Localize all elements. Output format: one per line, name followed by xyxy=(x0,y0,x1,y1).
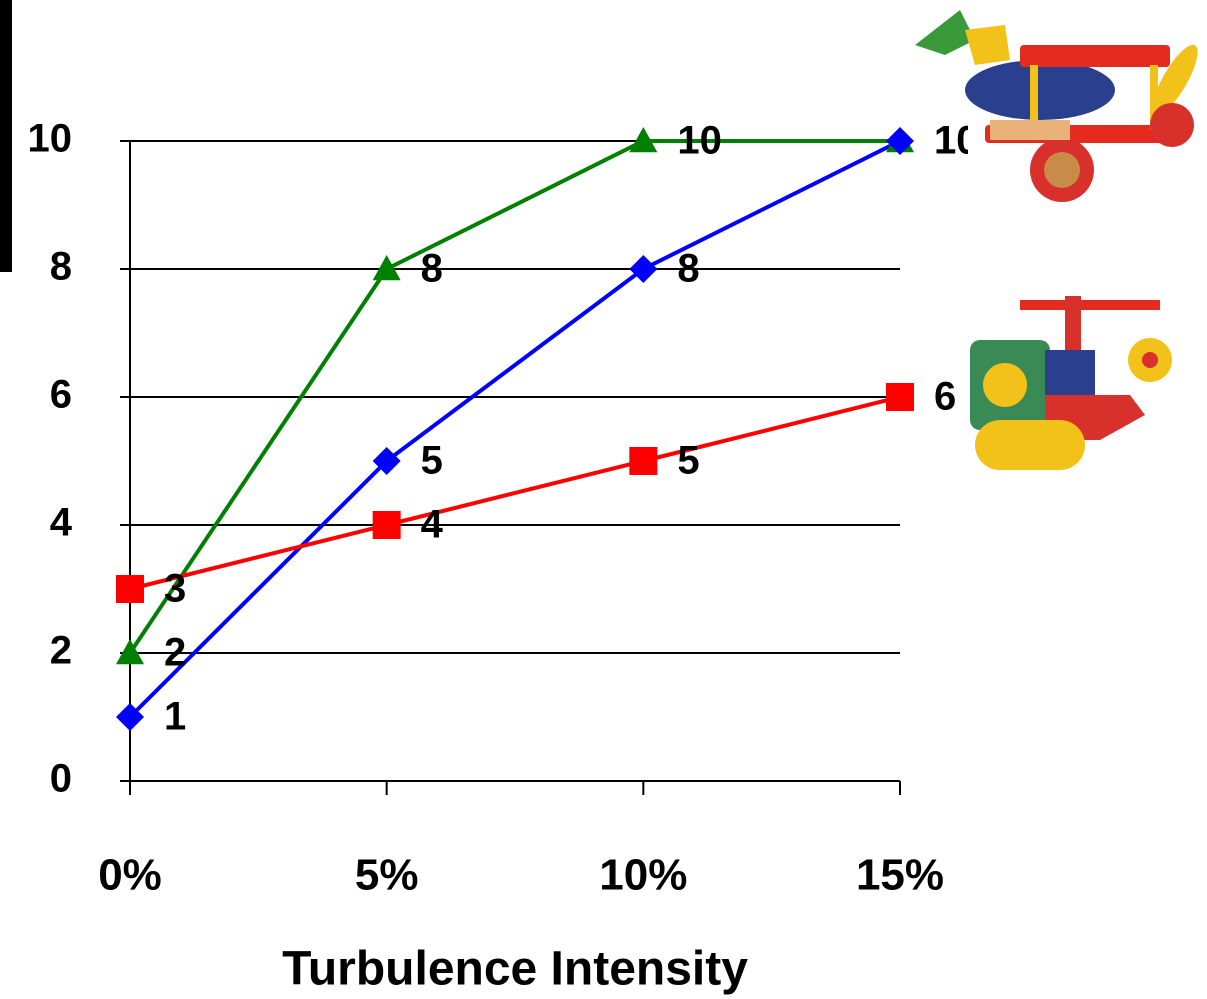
y-tick-label: 10 xyxy=(28,117,73,161)
chart: 02468100%5%10%15%281010158103456 Turbule… xyxy=(0,0,1207,999)
data-label: 8 xyxy=(421,247,443,291)
x-axis-label: Turbulence Intensity xyxy=(282,943,748,996)
x-tick-label: 5% xyxy=(355,851,419,900)
data-label: 8 xyxy=(677,247,699,291)
y-tick-label: 6 xyxy=(50,373,72,417)
y-tick-label: 2 xyxy=(50,629,72,673)
marker xyxy=(116,575,144,603)
x-tick-label: 0% xyxy=(98,851,162,900)
marker xyxy=(373,511,401,539)
data-label: 4 xyxy=(421,503,444,547)
helicopter-picture xyxy=(970,258,1195,525)
data-label: 1 xyxy=(164,695,186,739)
marker xyxy=(629,447,657,475)
data-label: 5 xyxy=(677,439,699,483)
data-label: 2 xyxy=(164,631,186,675)
edge-bar xyxy=(0,0,12,272)
y-tick-label: 8 xyxy=(50,245,72,289)
data-label: 3 xyxy=(164,567,186,611)
x-tick-label: 15% xyxy=(856,851,944,900)
marker xyxy=(886,383,914,411)
data-label: 10 xyxy=(677,119,722,163)
y-tick-label: 0 xyxy=(50,757,72,801)
data-label: 5 xyxy=(421,439,443,483)
x-tick-label: 10% xyxy=(599,851,687,900)
data-label: 6 xyxy=(934,375,956,419)
y-tick-label: 4 xyxy=(50,501,73,545)
